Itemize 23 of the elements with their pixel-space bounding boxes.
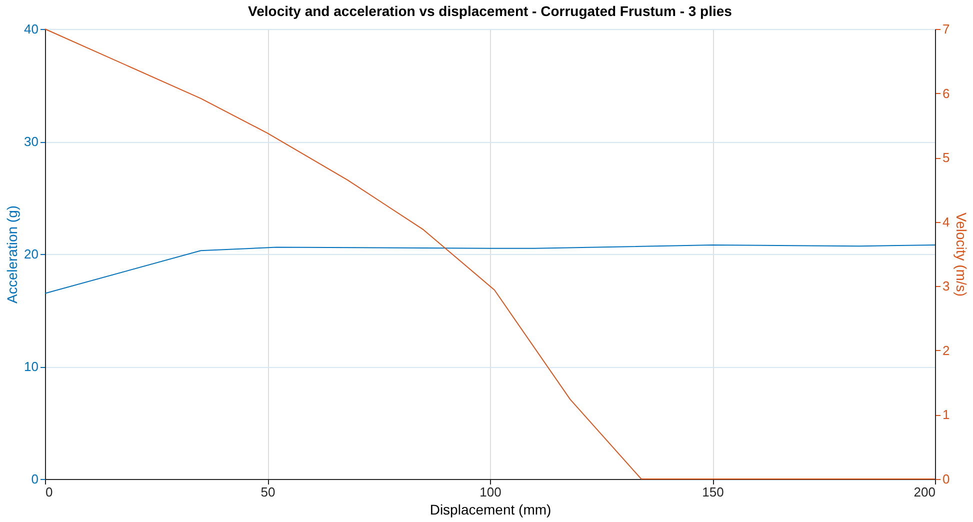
y2-tick-label: 3 bbox=[942, 278, 950, 294]
x-axis-title: Displacement (mm) bbox=[430, 502, 552, 518]
y-tick-label: 20 bbox=[24, 246, 38, 262]
y-axis-title: Acceleration (g) bbox=[4, 205, 20, 304]
line-series bbox=[44, 244, 936, 294]
y-tick-label: 0 bbox=[31, 472, 38, 486]
y2-axis-title: Velocity (m/s) bbox=[954, 212, 970, 297]
y-tick-label: 40 bbox=[24, 22, 38, 36]
chart-title: Velocity and acceleration vs displacement - Corrugated Frustum - 3 plies bbox=[248, 3, 732, 19]
y2-tick-label: 7 bbox=[942, 22, 950, 36]
y2-tick-label: 6 bbox=[942, 86, 950, 101]
y2-tick-label: 4 bbox=[942, 214, 950, 230]
y2-tick-label: 5 bbox=[942, 150, 950, 166]
x-tick-label: 200 bbox=[914, 484, 936, 500]
y2-tick-label: 2 bbox=[942, 342, 950, 358]
x-tick-label: 50 bbox=[260, 484, 276, 500]
x-tick-label: 150 bbox=[702, 484, 724, 500]
y2-tick-label: 1 bbox=[942, 407, 950, 422]
x-tick-label: 100 bbox=[480, 484, 502, 500]
x-tick-label: 0 bbox=[46, 484, 53, 500]
y-tick-label: 10 bbox=[24, 359, 38, 374]
y-tick-label: 30 bbox=[24, 134, 38, 149]
y2-tick-label: 0 bbox=[942, 472, 950, 486]
